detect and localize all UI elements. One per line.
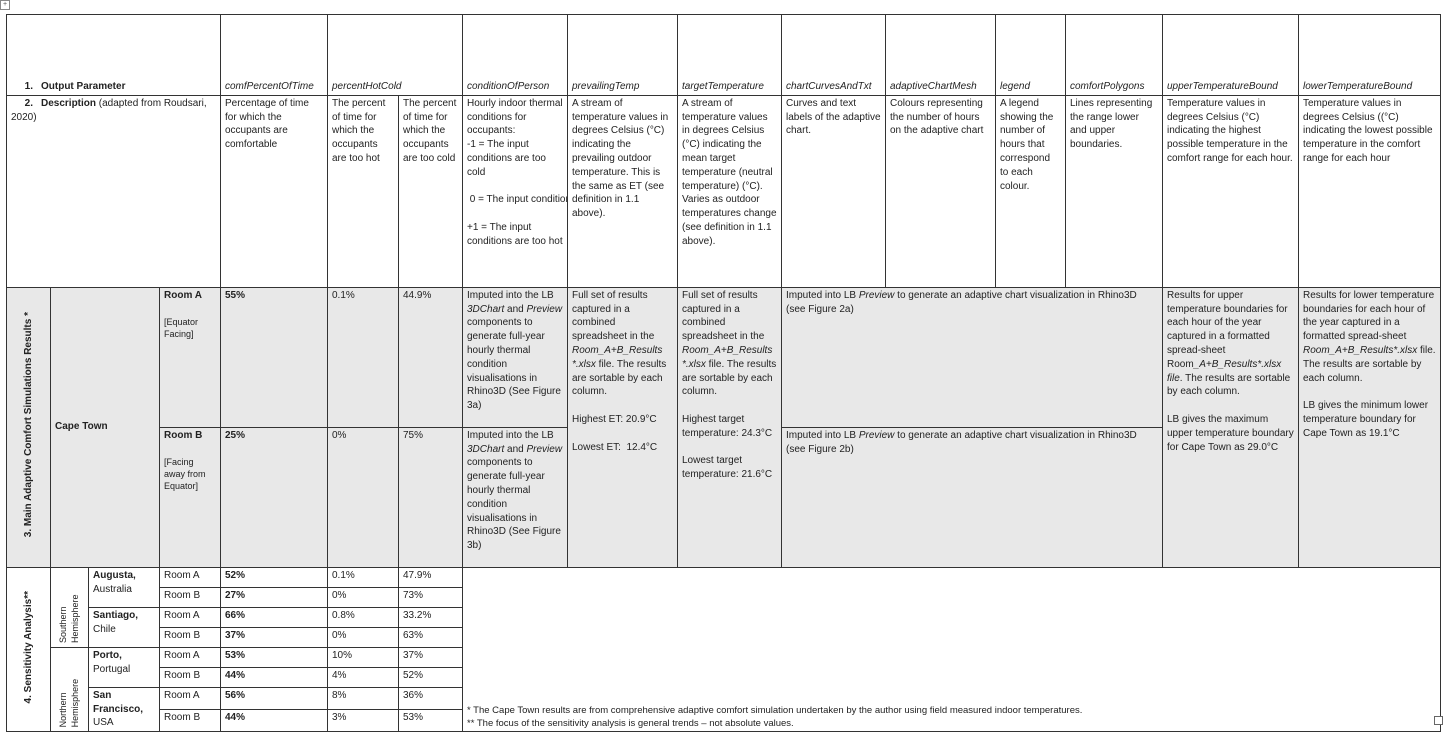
param-target: targetTemperature xyxy=(677,79,782,96)
room-b-chart: Imputed into LB Preview to generate an a… xyxy=(781,426,1163,568)
comf-value: 44% xyxy=(220,666,328,688)
city-san-francisco: San Francisco, USA xyxy=(88,686,160,732)
hot-value: 0% xyxy=(327,586,399,608)
hemisphere-northern: Northern Hemisphere xyxy=(50,646,89,732)
cape-town-room-a-row: 3. Main Adaptive Comfort Simulations Res… xyxy=(6,286,1441,568)
comf-value: 37% xyxy=(220,626,328,648)
comf-value: 66% xyxy=(220,606,328,628)
cold-value: 73% xyxy=(398,586,463,608)
city-santiago: Santiago, Chile xyxy=(88,606,160,648)
comf-value: 44% xyxy=(220,708,328,732)
param-prevailing: prevailingTemp xyxy=(567,79,678,96)
cold-value: 63% xyxy=(398,626,463,648)
description-row: 2. Description (adapted from Roudsari, 20… xyxy=(6,94,1441,288)
section-3-label: 3. Main Adaptive Comfort Simulations Res… xyxy=(6,286,51,568)
city-porto: Porto, Portugal xyxy=(88,646,160,688)
cold-value: 53% xyxy=(398,708,463,732)
sensitivity-row: Room B 37% 0% 63% xyxy=(7,626,1441,648)
cold-value: 52% xyxy=(398,666,463,688)
output-parameter-label: 1. Output Parameter xyxy=(6,79,221,96)
param-hotcold: percentHotCold xyxy=(327,79,463,96)
param-chart-curves: chartCurvesAndTxt xyxy=(781,79,886,96)
room-label: Room A xyxy=(159,646,221,668)
sensitivity-row: Northern Hemisphere Porto, Portugal Room… xyxy=(7,646,1441,732)
room-label: Room B xyxy=(159,666,221,688)
param-upper: upperTemperatureBound xyxy=(1162,79,1299,96)
room-a-hot: 0.1% xyxy=(327,286,399,428)
output-parameter-row: 1. Output Parameter comfPercentOfTime per… xyxy=(6,79,1441,96)
sensitivity-row: Room B 27% 0% 73% xyxy=(7,586,1441,608)
comf-value: 56% xyxy=(220,686,328,710)
hot-value: 8% xyxy=(327,686,399,710)
table-resize-handle-icon[interactable] xyxy=(1434,716,1443,725)
city-cape-town: Cape Town xyxy=(50,286,160,568)
desc-lower: Temperature values in degrees Celsius ((… xyxy=(1298,94,1441,288)
hemisphere-southern: Southern Hemisphere xyxy=(50,566,89,648)
cold-value: 33.2% xyxy=(398,606,463,628)
comf-value: 27% xyxy=(220,586,328,608)
param-mesh: adaptiveChartMesh xyxy=(885,79,996,96)
param-condition: conditionOfPerson xyxy=(462,79,568,96)
desc-condition: Hourly indoor thermal conditions for occ… xyxy=(462,94,568,288)
desc-hot: The percent of time for which the occupa… xyxy=(327,94,399,288)
hot-value: 4% xyxy=(327,666,399,688)
cape-town-room-b-row: Room B [Facing away from Equator] 25% 0% … xyxy=(7,426,1441,568)
sensitivity-row: 4. Sensitivity Analysis** Southern Hemis… xyxy=(6,566,1441,732)
room-a-chart: Imputed into LB Preview to generate an a… xyxy=(781,286,1163,428)
desc-upper: Temperature values in degrees Celsius (°… xyxy=(1162,94,1299,288)
room-label: Room B xyxy=(159,586,221,608)
desc-chart-curves: Curves and text labels of the adaptive c… xyxy=(781,94,886,288)
param-lower: lowerTemperatureBound xyxy=(1298,79,1441,96)
param-comf: comfPercentOfTime xyxy=(220,79,328,96)
room-label: Room B xyxy=(159,626,221,648)
room-a-comf: 55% xyxy=(220,286,328,428)
desc-legend: A legend showing the number of hours tha… xyxy=(995,94,1066,288)
room-b-condition: Imputed into the LB 3DChart and Preview … xyxy=(462,426,568,568)
blank-top-row xyxy=(6,14,1441,79)
hot-value: 10% xyxy=(327,646,399,668)
room-b-comf: 25% xyxy=(220,426,328,568)
room-b-hot: 0% xyxy=(327,426,399,568)
desc-polygons: Lines representing the range lower and u… xyxy=(1065,94,1163,288)
upper-results: Results for upper temperature boundaries… xyxy=(1162,286,1299,568)
room-b-cold: 75% xyxy=(398,426,463,568)
desc-comf: Percentage of time for which the occupan… xyxy=(220,94,328,288)
room-label: Room A xyxy=(159,566,221,588)
results-table: 1. Output Parameter comfPercentOfTime per… xyxy=(6,14,1441,732)
table-move-handle-icon[interactable]: + xyxy=(0,0,10,10)
param-legend: legend xyxy=(995,79,1066,96)
prevailing-results: Full set of results captured in a combin… xyxy=(567,286,678,568)
cold-value: 47.9% xyxy=(398,566,463,588)
cold-value: 36% xyxy=(398,686,463,710)
room-label: Room A xyxy=(159,686,221,710)
param-polygons: comfortPolygons xyxy=(1065,79,1163,96)
sensitivity-row: Santiago, Chile Room A 66% 0.8% 33.2% xyxy=(7,606,1441,648)
hot-value: 0.1% xyxy=(327,566,399,588)
comf-value: 53% xyxy=(220,646,328,668)
room-a-condition: Imputed into the LB 3DChart and Preview … xyxy=(462,286,568,428)
room-a-label: Room A [Equator Facing] xyxy=(159,286,221,428)
desc-mesh: Colours representing the number of hours… xyxy=(885,94,996,288)
hot-value: 0% xyxy=(327,626,399,648)
desc-cold: The percent of time for which the occupa… xyxy=(398,94,463,288)
room-label: Room B xyxy=(159,708,221,732)
target-results: Full set of results captured in a combin… xyxy=(677,286,782,568)
section-4-label: 4. Sensitivity Analysis** xyxy=(6,566,51,732)
sensitivity-row: Room B 44% 3% 53% xyxy=(7,708,1441,732)
city-augusta: Augusta, Australia xyxy=(88,566,160,608)
room-a-cold: 44.9% xyxy=(398,286,463,428)
hot-value: 0.8% xyxy=(327,606,399,628)
hot-value: 3% xyxy=(327,708,399,732)
comf-value: 52% xyxy=(220,566,328,588)
desc-target: A stream of temperature values in degree… xyxy=(677,94,782,288)
room-b-label: Room B [Facing away from Equator] xyxy=(159,426,221,568)
desc-prevailing: A stream of temperature values in degree… xyxy=(567,94,678,288)
description-label: 2. Description (adapted from Roudsari, 20… xyxy=(6,94,221,288)
lower-results: Results for lower temperature boundaries… xyxy=(1298,286,1441,568)
cold-value: 37% xyxy=(398,646,463,668)
room-label: Room A xyxy=(159,606,221,628)
footnotes: * The Cape Town results are from compreh… xyxy=(462,566,1441,732)
